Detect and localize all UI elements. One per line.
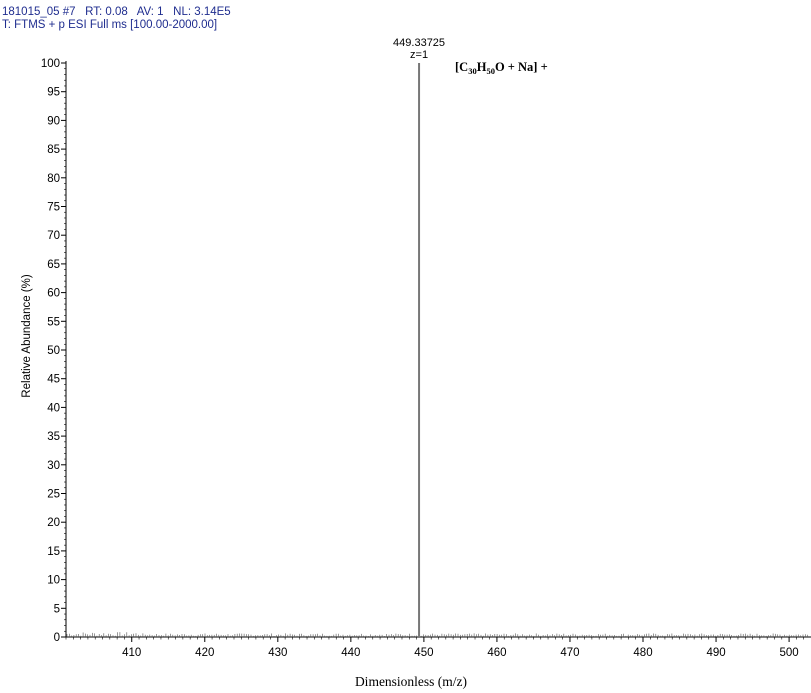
y-tick-label: 90 bbox=[47, 115, 60, 127]
x-axis: 410 420 430 440 450 460 470 480 490 500 bbox=[65, 636, 811, 659]
x-tick-label: 430 bbox=[268, 647, 287, 659]
y-tick-label: 60 bbox=[47, 288, 60, 300]
x-tick-label: 500 bbox=[779, 647, 798, 659]
y-tick-label: 30 bbox=[47, 460, 60, 472]
y-tick-label: 0 bbox=[54, 632, 60, 644]
baseline-noise bbox=[66, 632, 808, 637]
formula-subscript-carbon: 30 bbox=[468, 66, 477, 76]
y-tick-label: 10 bbox=[47, 575, 60, 587]
y-tick-label: 40 bbox=[47, 402, 60, 414]
scan-info-header: 181015_05 #7 RT: 0.08 AV: 1 NL: 3.14E5 bbox=[2, 6, 231, 18]
y-tick-label: 65 bbox=[47, 259, 60, 271]
scan-filter-header: T: FTMS + p ESI Full ms [100.00-2000.00] bbox=[2, 19, 218, 31]
y-tick-label: 95 bbox=[47, 87, 60, 99]
formula-hydrogen: H bbox=[477, 60, 487, 74]
formula-suffix: O + Na] + bbox=[495, 60, 548, 74]
y-tick-label: 70 bbox=[47, 230, 60, 242]
peak-charge-label: z=1 bbox=[410, 49, 428, 61]
y-tick-label: 15 bbox=[47, 546, 60, 558]
y-tick-label: 80 bbox=[47, 173, 60, 185]
y-tick-label: 20 bbox=[47, 517, 60, 529]
x-tick-label: 410 bbox=[122, 647, 141, 659]
x-tick-label: 490 bbox=[706, 647, 725, 659]
ion-formula-annotation: [C30H50O + Na] + bbox=[455, 60, 548, 76]
x-axis-title: Dimensionless (m/z) bbox=[355, 674, 467, 689]
x-tick-label: 460 bbox=[487, 647, 506, 659]
y-tick-label: 5 bbox=[54, 603, 60, 615]
x-tick-label: 450 bbox=[414, 647, 433, 659]
formula-subscript-hydrogen: 50 bbox=[486, 66, 495, 76]
x-tick-label: 440 bbox=[341, 647, 360, 659]
y-axis: 0 5 10 15 20 25 30 35 40 45 50 55 60 65 70 75 80 85 90 95 10… bbox=[41, 58, 67, 644]
y-tick-label: 50 bbox=[47, 345, 60, 357]
y-tick-label: 35 bbox=[47, 431, 60, 443]
y-axis-title: Relative Abundance (%) bbox=[21, 274, 33, 398]
y-tick-label: 75 bbox=[47, 202, 60, 214]
y-tick-label: 85 bbox=[47, 144, 60, 156]
y-tick-label: 55 bbox=[47, 316, 60, 328]
y-tick-label: 100 bbox=[41, 58, 60, 70]
x-tick-label: 420 bbox=[195, 647, 214, 659]
peak-mz-label: 449.33725 bbox=[393, 37, 445, 49]
formula-prefix: [C bbox=[455, 60, 468, 74]
y-tick-label: 45 bbox=[47, 374, 60, 386]
y-tick-label: 25 bbox=[47, 489, 60, 501]
x-tick-label: 480 bbox=[633, 647, 652, 659]
x-tick-label: 470 bbox=[560, 647, 579, 659]
